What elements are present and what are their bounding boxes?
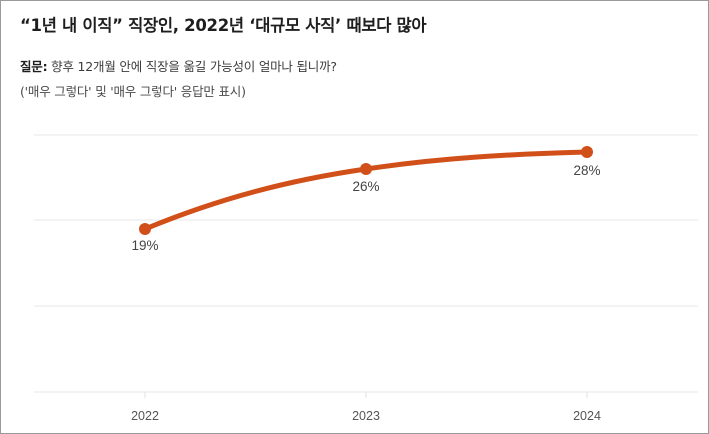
chart-question: 질문: 향후 12개월 안에 직장을 옮길 가능성이 얼마나 됩니까? — [20, 56, 337, 75]
x-tick-label: 2024 — [573, 409, 601, 423]
data-labels: 19% 26% 28% — [131, 163, 600, 253]
data-points — [139, 146, 593, 235]
x-tick-label: 2022 — [131, 409, 159, 423]
data-label-2023: 26% — [352, 179, 379, 194]
x-tick-label: 2023 — [352, 409, 380, 423]
data-point-2024[interactable] — [581, 146, 593, 158]
chart-title: “1년 내 이직” 직장인, 2022년 ‘대규모 사직’ 때보다 많아 — [20, 16, 427, 35]
chart-note: ('매우 그렇다' 및 '매우 그렇다' 응답만 표시) — [20, 84, 246, 99]
data-point-2022[interactable] — [139, 223, 151, 235]
data-point-2023[interactable] — [360, 163, 372, 175]
x-axis: 2022 2023 2024 — [131, 392, 601, 423]
question-text: 향후 12개월 안에 직장을 옮길 가능성이 얼마나 됩니까? — [47, 59, 337, 74]
data-label-2024: 28% — [573, 163, 600, 178]
question-label: 질문: — [20, 59, 48, 74]
data-label-2022: 19% — [131, 238, 158, 253]
